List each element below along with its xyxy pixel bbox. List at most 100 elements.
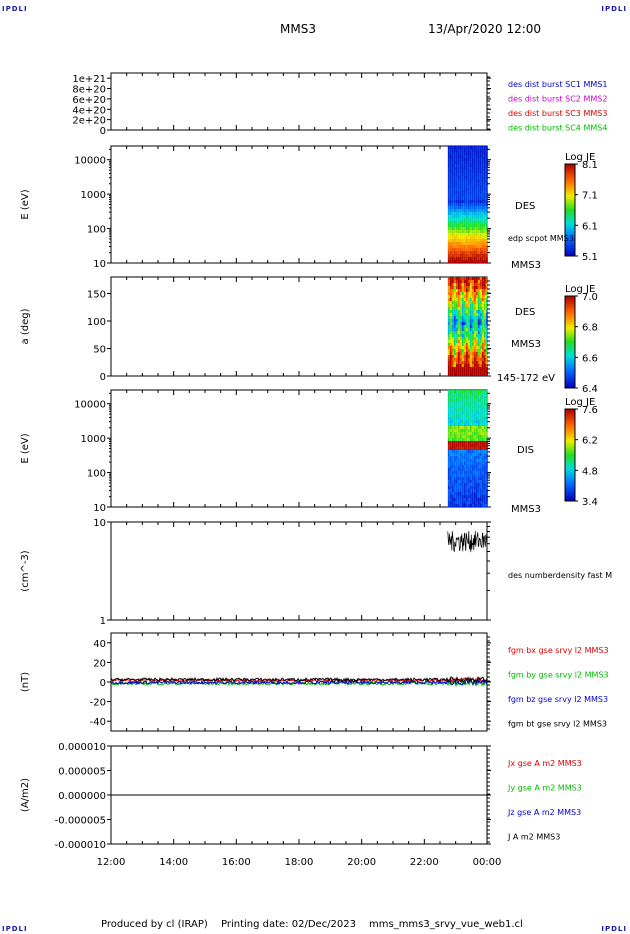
burst-tick-label: 1e+21 xyxy=(72,74,106,85)
x-tick-label: 00:00 xyxy=(473,857,502,868)
fgm-tick-label: -20 xyxy=(90,698,106,709)
dis-energy-colorbar-tick-label: 4.8 xyxy=(582,466,598,477)
footer-printing-date: Printing date: 02/Dec/2023 xyxy=(221,919,357,930)
des-energy-tick-label: 10000 xyxy=(74,156,106,167)
des-pitch-colorbar-tick-label: 6.4 xyxy=(582,384,598,395)
burst-tick-label: 4e+20 xyxy=(72,105,106,116)
footer-producer: Produced by cl (IRAP) xyxy=(101,919,208,930)
burst-tick-label: 6e+20 xyxy=(72,95,106,106)
density-tick-label: 1 xyxy=(100,616,106,627)
burst-legend-entry: des dist burst SC3 MMS3 xyxy=(508,109,607,118)
des-energy-cells xyxy=(447,146,488,263)
des-pitch-tick-label: 0 xyxy=(100,372,106,383)
dis-energy-cells xyxy=(447,390,488,507)
density-tick-label: 10 xyxy=(93,518,106,529)
fgm-legend-entry: fgm bx gse srvy l2 MMS3 xyxy=(508,646,609,655)
current-legend-entry: J A m2 MMS3 xyxy=(507,833,560,842)
x-tick-label: 22:00 xyxy=(410,857,439,868)
density-ylabel: (cm^-3) xyxy=(20,550,31,591)
fgm-legend-entry: fgm bt gse srvy l2 MMS3 xyxy=(508,720,607,729)
fgm-legend-entry: fgm bz gse srvy l2 MMS3 xyxy=(508,695,608,704)
dis-energy-tick-label: 10000 xyxy=(74,400,106,411)
x-tick-label: 14:00 xyxy=(159,857,188,868)
des-energy-tick-label: 100 xyxy=(87,225,106,236)
burst-legend-entry: des dist burst SC1 MMS1 xyxy=(508,80,607,89)
current-tick-label: -0.000005 xyxy=(55,816,106,827)
x-tick-label: 20:00 xyxy=(347,857,376,868)
dis-energy-colorbar-tick-label: 3.4 xyxy=(582,497,598,508)
dis-energy-label: DIS xyxy=(517,445,534,456)
des-pitch-colorbar-tick-label: 6.6 xyxy=(582,353,598,364)
footer-filename: mms_mms3_srvy_vue_web1.cl xyxy=(369,919,523,930)
dis-energy-colorbar-title: Log JE xyxy=(565,397,595,408)
corner-label-top-left: IPDLI xyxy=(2,5,28,13)
dis-energy-ylabel: E (eV) xyxy=(20,433,31,463)
des-pitch-cells xyxy=(447,277,488,376)
panel-frame xyxy=(110,276,488,377)
x-tick-label: 18:00 xyxy=(285,857,314,868)
dis-energy-tick-label: 1000 xyxy=(81,434,106,445)
des-pitch-bottom-label: 145-172 eV xyxy=(497,373,555,384)
current-tick-label: 0.000000 xyxy=(58,791,106,802)
des-pitch-tick-label: 50 xyxy=(93,345,106,356)
burst-legend-entry: des dist burst SC4 MMS4 xyxy=(508,124,607,133)
current-tick-label: 0.000005 xyxy=(58,767,106,778)
current-tick-label: 0.000010 xyxy=(58,742,106,753)
current-tick-label: -0.000010 xyxy=(55,840,106,851)
corner-label-top-right: IPDLI xyxy=(601,5,627,13)
des-energy-ylabel: E (eV) xyxy=(20,189,31,219)
panel-frame xyxy=(110,145,488,264)
current-legend-entry: Jx gse A m2 MMS3 xyxy=(507,759,582,768)
des-pitch-colorbar-title: Log JE xyxy=(565,284,595,295)
panel-frame xyxy=(110,389,488,508)
des-pitch-tick-label: 100 xyxy=(87,317,106,328)
panel-frame xyxy=(110,521,488,621)
corner-label-bottom-left: IPDLI xyxy=(2,925,28,933)
density-legend-entry: des numberdensity fast M xyxy=(508,571,612,580)
panel-frame xyxy=(110,72,488,131)
des-pitch-label: DES xyxy=(515,307,535,318)
fgm-tick-label: 0 xyxy=(100,678,106,689)
des-energy-colorbar xyxy=(564,163,576,257)
x-tick-label: 12:00 xyxy=(97,857,126,868)
des-pitch-colorbar-tick-label: 6.8 xyxy=(582,323,598,334)
fgm-tick-label: 40 xyxy=(93,639,106,650)
burst-tick-label: 0 xyxy=(100,126,106,137)
des-energy-label: DES xyxy=(515,201,535,212)
dis-energy-colorbar xyxy=(564,408,576,502)
des-energy-tick-label: 10 xyxy=(93,259,106,270)
dis-energy-bottom-label: MMS3 xyxy=(511,504,541,515)
density-series-line xyxy=(447,530,488,553)
des-energy-colorbar-tick-label: 5.1 xyxy=(582,252,598,263)
current-legend-entry: Jy gse A m2 MMS3 xyxy=(507,784,582,793)
dis-energy-tick-label: 100 xyxy=(87,469,106,480)
fgm-series-line xyxy=(110,676,488,684)
current-legend-entry: Jz gse A m2 MMS3 xyxy=(507,808,581,817)
datetime-title: 13/Apr/2020 12:00 xyxy=(428,22,542,36)
fgm-tick-label: 20 xyxy=(93,658,106,669)
x-tick-label: 16:00 xyxy=(222,857,251,868)
fgm-series-line xyxy=(110,678,488,687)
des-energy-colorbar-tick-label: 6.1 xyxy=(582,221,598,232)
des-pitch-sublabel: MMS3 xyxy=(511,339,541,350)
burst-tick-label: 8e+20 xyxy=(72,85,106,96)
fgm-tick-label: -40 xyxy=(90,717,106,728)
des-pitch-tick-label: 150 xyxy=(87,290,106,301)
fgm-ylabel: (nT) xyxy=(20,672,31,692)
corner-label-bottom-right: IPDLI xyxy=(601,925,627,933)
dis-energy-tick-label: 10 xyxy=(93,503,106,514)
fgm-legend-entry: fgm by gse srvy l2 MMS3 xyxy=(508,671,609,680)
des-energy-bottom-label: MMS3 xyxy=(511,260,541,271)
des-energy-colorbar-title: Log JE xyxy=(565,152,595,163)
dis-energy-colorbar-tick-label: 6.2 xyxy=(582,436,598,447)
des-pitch-colorbar xyxy=(564,295,576,389)
spacecraft-title: MMS3 xyxy=(280,22,316,36)
des-energy-colorbar-tick-label: 8.1 xyxy=(582,160,598,171)
des-pitch-colorbar-tick-label: 7.0 xyxy=(582,292,598,303)
burst-legend-entry: des dist burst SC2 MMS2 xyxy=(508,95,607,104)
dis-energy-colorbar-tick-label: 7.6 xyxy=(582,405,598,416)
des-energy-colorbar-tick-label: 7.1 xyxy=(582,191,598,202)
burst-tick-label: 2e+20 xyxy=(72,116,106,127)
des-energy-sublabel: edp scpot MMS3 xyxy=(508,234,574,243)
